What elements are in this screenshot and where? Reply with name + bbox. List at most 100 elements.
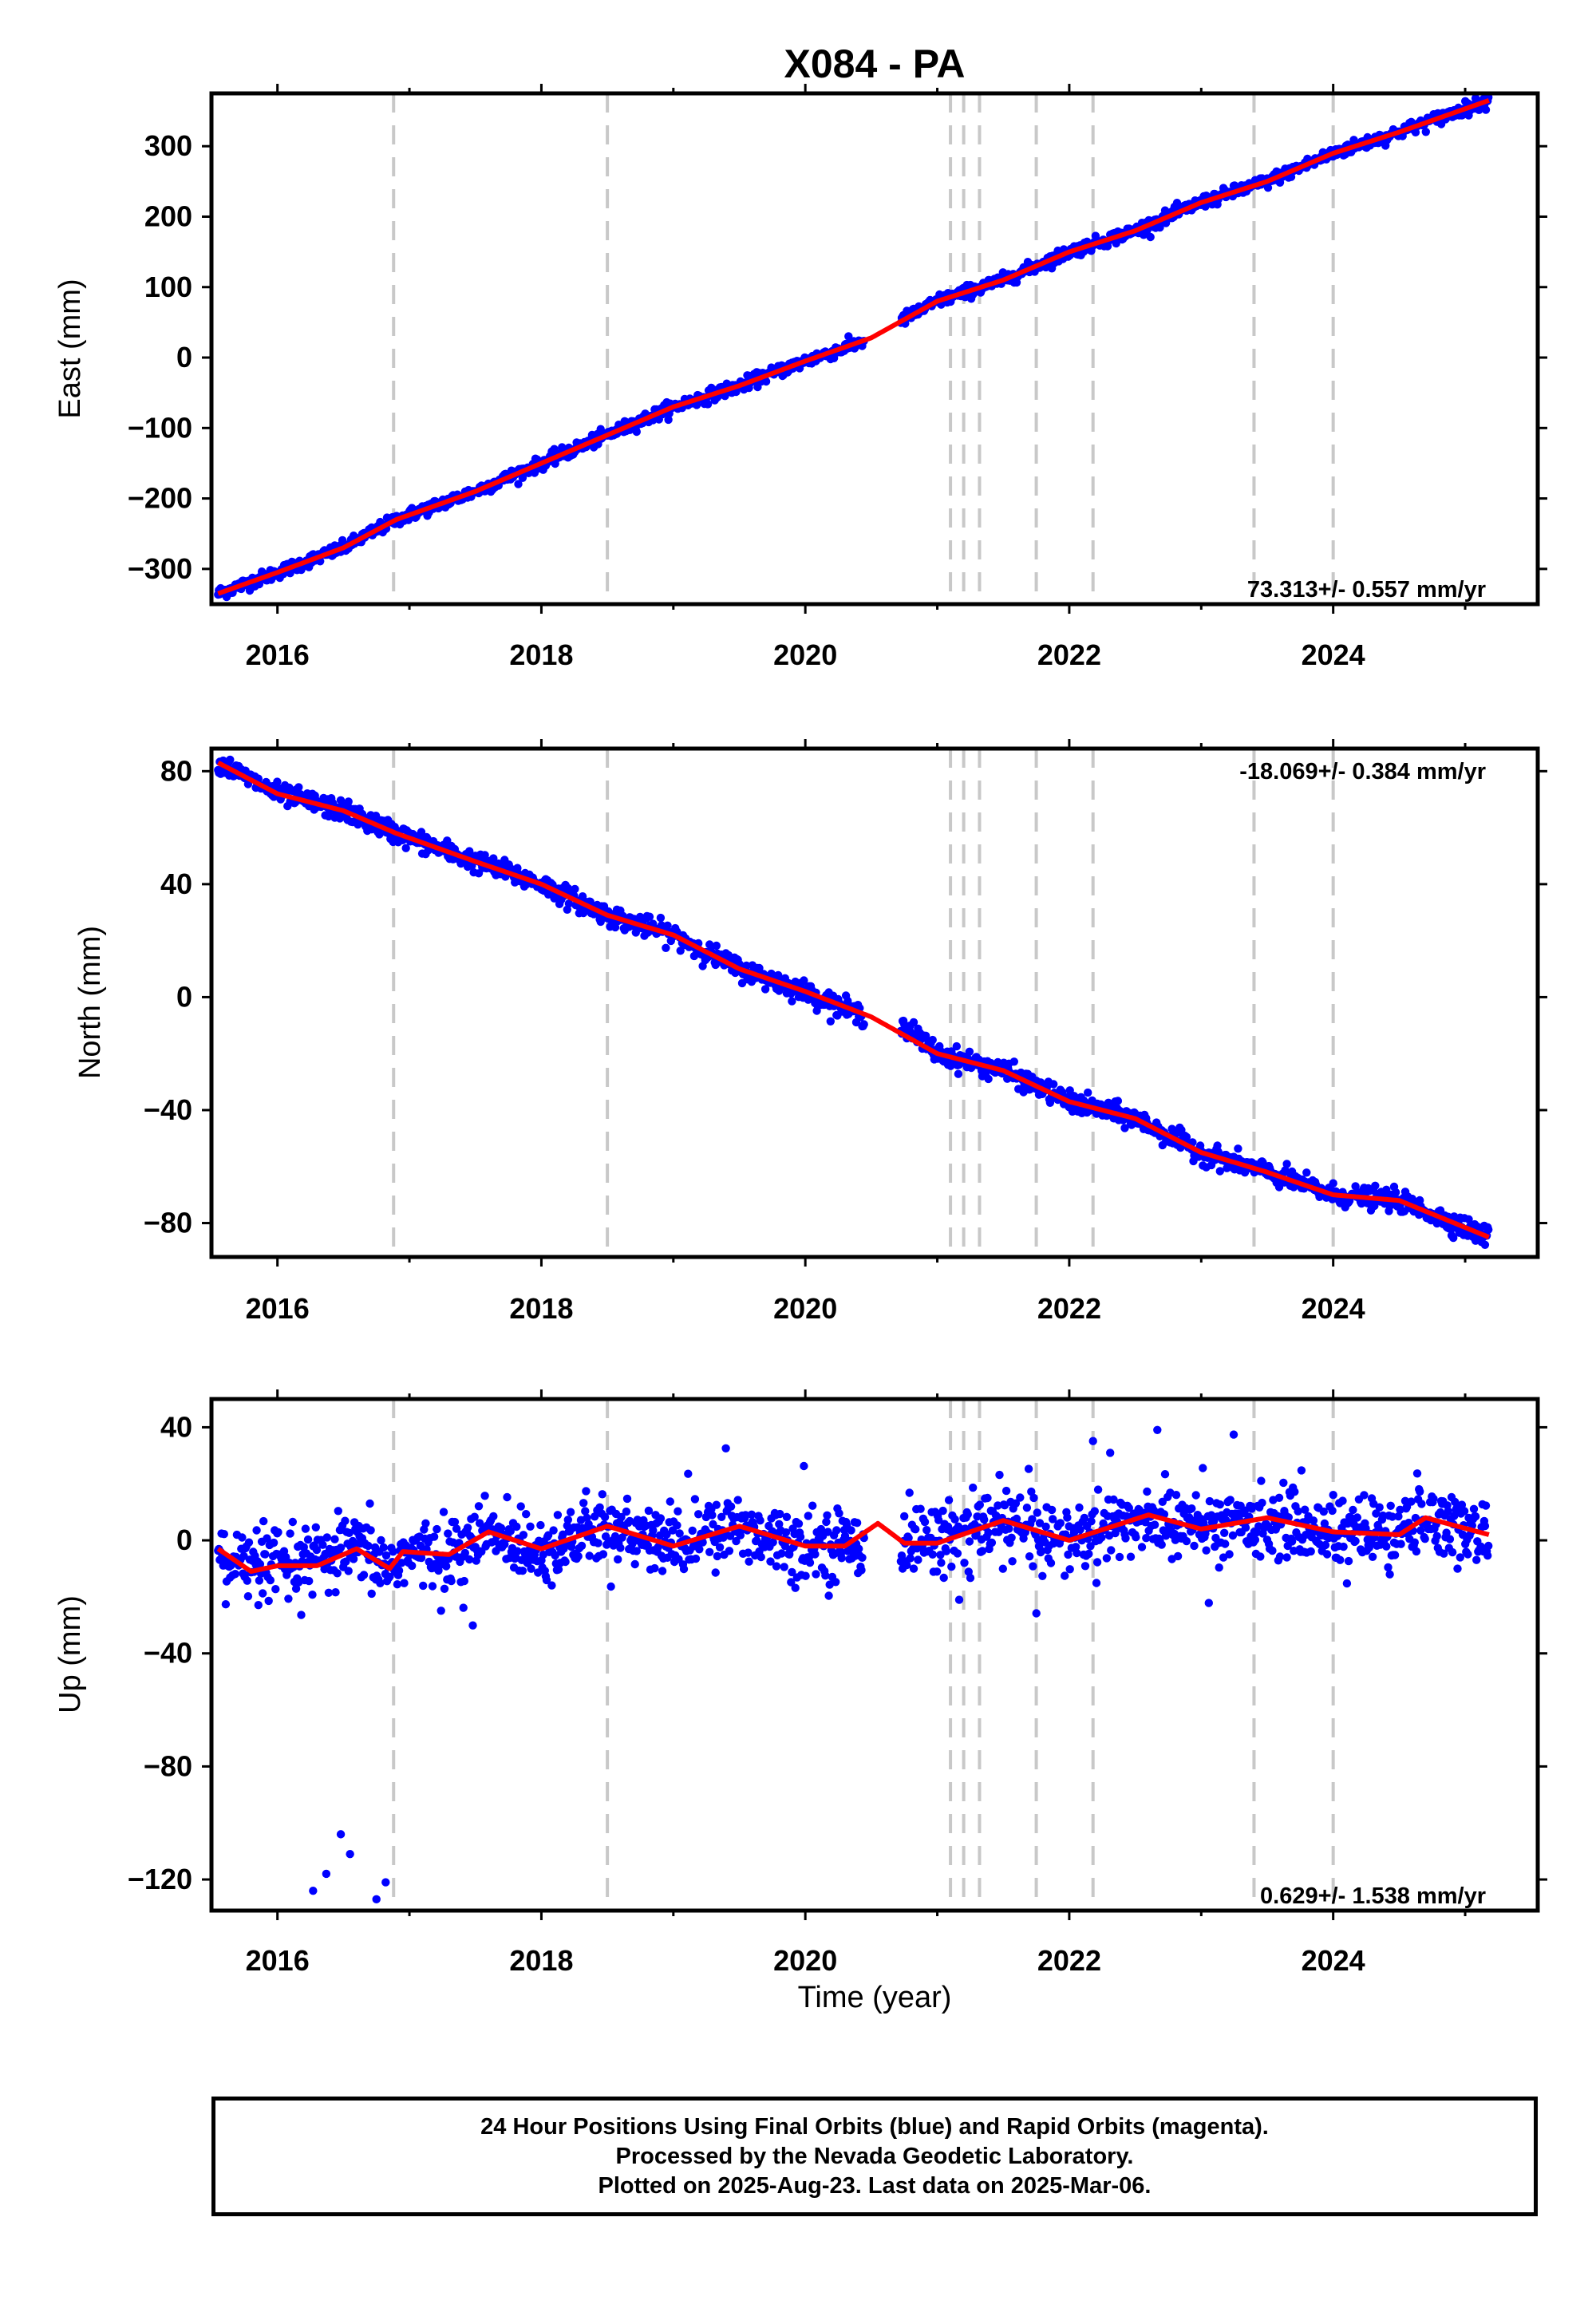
data-point [1412,1469,1422,1478]
data-point [271,1585,280,1594]
data-point [1029,1493,1038,1503]
data-point [561,1557,570,1567]
data-point [1056,1519,1065,1528]
data-point [944,1496,954,1504]
data-point [574,1551,583,1561]
data-point [932,1567,942,1576]
data-point [606,1582,615,1591]
daily-position-points [214,755,1493,1250]
data-point [1080,1562,1090,1571]
data-point [630,1559,639,1569]
data-point [1384,1563,1393,1572]
daily-position-points [214,1425,1493,1904]
outlier-point [336,1830,346,1839]
data-point [1046,1559,1056,1567]
data-point [516,1502,525,1511]
data-point [1008,1557,1017,1566]
data-point [1063,1513,1072,1522]
data-point [261,1550,270,1559]
data-point [725,1547,734,1555]
y-tick-label: −120 [128,1863,192,1895]
data-point [900,1512,909,1521]
data-point [284,1595,293,1603]
north-frame [209,746,1540,1259]
x-tick-label: 2016 [246,638,310,671]
data-point [1464,1550,1472,1559]
data-point [622,1507,631,1516]
y-tick-label: 0 [176,341,192,373]
data-point [1137,1543,1147,1551]
data-point [1412,1547,1421,1556]
footer-line-1: 24 Hour Positions Using Final Orbits (bl… [480,2113,1269,2140]
data-point [489,1512,498,1521]
data-point [311,1523,320,1532]
x-tick-label: 2024 [1302,638,1365,671]
data-point [1391,1188,1400,1197]
data-point [1336,1555,1345,1564]
x-tick-label: 2022 [1037,1292,1101,1325]
data-point [859,1020,868,1029]
data-point [942,1547,951,1555]
data-point [794,1520,804,1528]
data-point [1199,1464,1207,1472]
data-point [519,1531,528,1539]
data-point [644,1506,654,1516]
figure-title: X084 - PA [784,41,966,86]
data-point [322,1533,331,1542]
data-point [1191,1491,1200,1500]
data-point [330,1535,339,1543]
data-point [928,1550,937,1559]
data-point [858,1553,867,1563]
data-point [1049,1080,1058,1089]
data-point [474,1502,484,1511]
data-point [614,1555,622,1564]
data-point [761,377,771,386]
data-point [1041,1522,1050,1531]
up-frame [209,1397,1540,1913]
data-point [394,1566,404,1575]
data-point [1229,1430,1238,1439]
data-point [1339,1542,1348,1551]
data-point [1009,1057,1019,1066]
data-point [826,1017,836,1026]
data-point [1204,1599,1214,1607]
data-point [429,1532,439,1541]
data-point [1226,1496,1235,1504]
outlier-point [372,1895,381,1904]
data-point [331,1588,340,1597]
data-point [998,1564,1008,1573]
data-point [401,844,410,852]
data-point [1202,1546,1211,1555]
data-point [708,1511,717,1520]
data-point [305,1576,314,1586]
data-point [243,1592,253,1601]
data-point [1182,1536,1191,1546]
data-point [796,1532,805,1541]
data-point [1322,1550,1332,1559]
data-point [1360,1491,1369,1500]
data-point [1113,1097,1123,1105]
data-point [1274,1493,1284,1503]
data-point [1448,1547,1457,1557]
up-y-axis-label: Up (mm) [53,1595,87,1713]
x-tick-label: 2016 [246,1292,310,1325]
data-point [1471,1512,1480,1521]
data-point [712,1500,721,1509]
data-point [1411,128,1420,136]
data-point [364,1541,373,1551]
data-point [1220,1528,1229,1538]
data-point [334,1507,342,1516]
footer-line-2: Processed by the Nevada Geodetic Laborat… [615,2143,1134,2169]
data-point [419,1581,428,1591]
data-point [297,1611,306,1619]
north-panel: 2016 2018 2020 2022 2024 −80 −40 0 40 80 North (m… [73,739,1547,1325]
data-point [254,1601,263,1610]
data-point [1157,1540,1166,1549]
data-point [1390,1551,1400,1559]
data-point [1302,1168,1311,1177]
data-point [664,415,673,425]
data-point [288,1517,297,1527]
data-point [1256,1552,1265,1561]
data-point [1342,1579,1352,1588]
data-point [1173,1551,1183,1561]
